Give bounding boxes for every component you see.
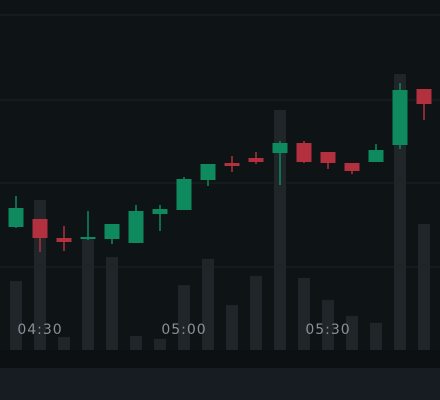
candle-body xyxy=(56,238,72,242)
candle-body xyxy=(224,163,240,166)
candle-body xyxy=(8,208,24,227)
volume-bar xyxy=(130,336,142,350)
volume-bar xyxy=(274,110,286,350)
x-tick-label: 05:30 xyxy=(305,322,350,338)
volume-bar xyxy=(106,257,118,350)
candle-body xyxy=(152,209,168,214)
candle-body xyxy=(320,152,336,163)
volume-bar xyxy=(322,300,334,350)
x-tick-label: 04:30 xyxy=(17,322,62,338)
candle-body xyxy=(272,143,288,153)
candle-body xyxy=(248,158,264,162)
candle-body xyxy=(392,90,408,145)
volume-bar xyxy=(10,281,22,350)
candle-body xyxy=(200,164,216,180)
bottom-bar xyxy=(0,368,440,400)
candle-body xyxy=(80,237,96,239)
candle-body xyxy=(176,179,192,210)
volume-bar xyxy=(58,337,70,350)
volume-bar xyxy=(250,276,262,350)
candle-body xyxy=(104,224,120,239)
x-tick-label: 05:00 xyxy=(161,322,206,338)
volume-bar xyxy=(226,305,238,350)
candle-body xyxy=(368,150,384,162)
axis-gap xyxy=(0,350,440,368)
volume-bar xyxy=(298,278,310,350)
candle-body xyxy=(344,163,360,171)
volume-bar xyxy=(178,285,190,350)
volume-bar xyxy=(370,323,382,350)
candle-body xyxy=(32,219,48,238)
candle-body xyxy=(296,143,312,162)
volume-bar xyxy=(202,259,214,350)
candle-body xyxy=(416,89,432,104)
volume-bar xyxy=(82,237,94,350)
volume-bar xyxy=(346,316,358,350)
volume-bar xyxy=(418,224,430,350)
plot-area xyxy=(0,0,440,350)
candle-body xyxy=(128,211,144,243)
volume-bar xyxy=(154,339,166,350)
